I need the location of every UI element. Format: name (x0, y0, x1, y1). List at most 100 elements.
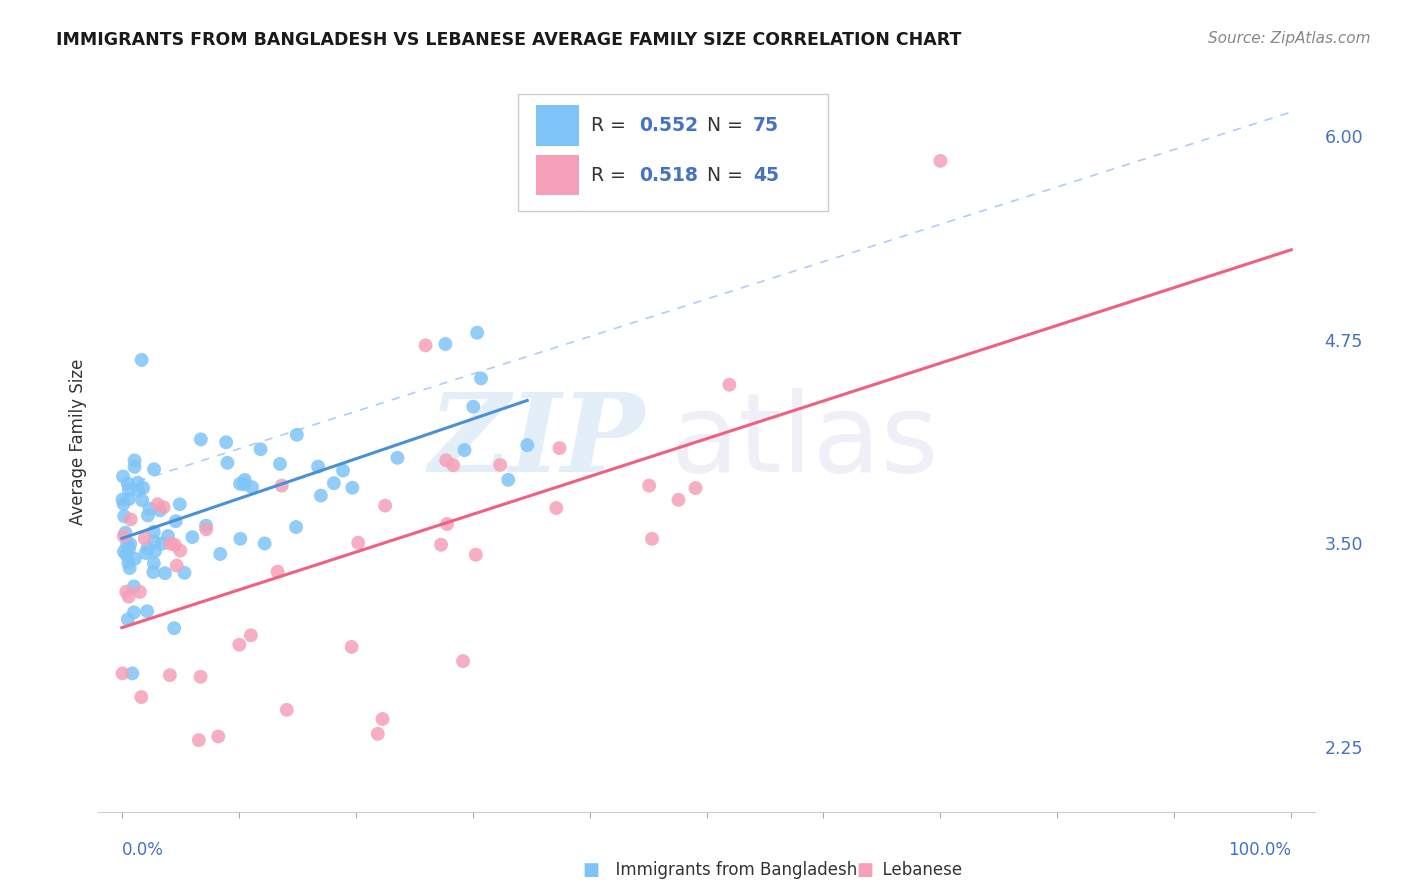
Point (434, 337, 457, 351)
Point (249, 442, 271, 457)
Point (190, 433, 212, 447)
Point (117, 612, 139, 626)
Point (129, 585, 152, 599)
Point (120, 537, 142, 551)
Text: 0.518: 0.518 (640, 166, 699, 185)
Point (118, 483, 141, 497)
Text: N =: N = (707, 166, 748, 185)
Point (124, 459, 146, 474)
Point (434, 453, 457, 467)
Point (121, 666, 143, 681)
Text: N =: N = (707, 116, 748, 135)
Point (415, 338, 437, 352)
Point (112, 469, 135, 483)
Point (131, 690, 153, 704)
Point (159, 668, 181, 682)
Point (127, 475, 149, 490)
Point (546, 500, 568, 515)
Point (464, 548, 486, 562)
Point (118, 590, 141, 604)
Point (668, 492, 690, 507)
Point (131, 493, 153, 508)
Point (496, 473, 519, 487)
Point (127, 483, 149, 498)
Point (929, 153, 952, 168)
Point (138, 501, 160, 516)
Point (233, 473, 256, 487)
Point (122, 579, 145, 593)
Point (332, 463, 354, 477)
Point (371, 712, 394, 726)
Point (233, 477, 256, 491)
Point (132, 481, 155, 495)
Point (142, 524, 165, 539)
Point (146, 497, 169, 511)
Point (165, 514, 187, 528)
Point (134, 531, 156, 545)
Point (209, 547, 232, 561)
Point (285, 427, 308, 442)
Point (195, 518, 218, 533)
Point (166, 558, 188, 573)
Point (309, 489, 332, 503)
Point (118, 491, 141, 506)
Point (638, 478, 661, 492)
Point (548, 441, 571, 455)
Point (124, 453, 146, 467)
Point (143, 462, 166, 476)
Text: 0.552: 0.552 (640, 116, 699, 135)
Point (124, 551, 146, 566)
Point (112, 509, 135, 524)
Point (718, 377, 741, 392)
Point (149, 503, 172, 517)
Text: ZIP: ZIP (429, 388, 645, 495)
Point (111, 666, 134, 681)
Point (150, 536, 173, 550)
Point (131, 352, 153, 367)
Point (163, 621, 186, 635)
Point (195, 522, 218, 536)
Point (516, 438, 538, 452)
Point (253, 536, 276, 550)
Point (163, 538, 186, 552)
Point (215, 435, 238, 450)
Point (276, 703, 298, 717)
Point (112, 529, 135, 543)
Point (181, 530, 204, 544)
Text: IMMIGRANTS FROM BANGLADESH VS LEBANESE AVERAGE FAMILY SIZE CORRELATION CHART: IMMIGRANTS FROM BANGLADESH VS LEBANESE A… (56, 31, 962, 49)
Point (118, 542, 141, 557)
Point (322, 476, 344, 491)
Point (152, 500, 174, 515)
Text: 100.0%: 100.0% (1229, 841, 1291, 859)
Point (451, 654, 474, 668)
Point (112, 544, 135, 558)
Point (142, 556, 165, 570)
Y-axis label: Average Family Size: Average Family Size (69, 359, 87, 524)
Point (169, 497, 191, 511)
Point (143, 534, 166, 549)
Point (136, 604, 159, 618)
Text: Lebanese: Lebanese (872, 861, 962, 879)
Point (347, 535, 370, 549)
Text: 0.0%: 0.0% (122, 841, 163, 859)
Point (436, 516, 458, 531)
Point (229, 476, 252, 491)
Point (135, 546, 157, 560)
Point (641, 532, 664, 546)
Point (489, 458, 512, 472)
Point (229, 532, 252, 546)
Text: ■: ■ (582, 861, 599, 879)
Point (685, 481, 707, 495)
Point (307, 459, 329, 474)
Point (387, 450, 409, 465)
Point (142, 565, 165, 579)
Point (120, 512, 142, 526)
Text: 75: 75 (752, 116, 779, 135)
FancyBboxPatch shape (517, 94, 828, 211)
Point (117, 556, 139, 570)
Point (156, 529, 179, 543)
Text: 45: 45 (752, 166, 779, 185)
Point (367, 727, 389, 741)
Point (342, 481, 364, 495)
Point (118, 561, 141, 575)
